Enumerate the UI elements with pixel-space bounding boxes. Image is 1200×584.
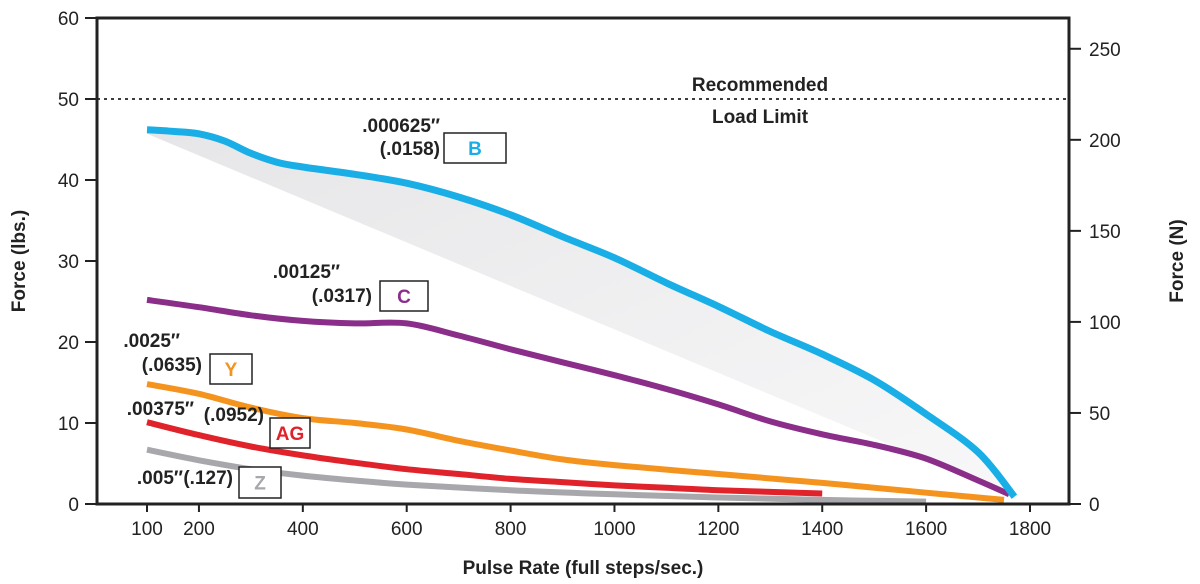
y2-tick-label: 100 bbox=[1089, 313, 1121, 334]
series-layer bbox=[146, 126, 1018, 505]
series-line-c bbox=[146, 296, 1011, 498]
y-tick-label: 20 bbox=[58, 333, 79, 354]
y2-tick-label: 150 bbox=[1089, 222, 1121, 243]
y2-tick-label: 0 bbox=[1089, 495, 1100, 516]
series-badge-text-ag: AG bbox=[276, 424, 305, 445]
x-tick-label: 1800 bbox=[1009, 519, 1051, 540]
series-label-y-in: .0025″ bbox=[123, 331, 180, 352]
series-label-b-mm: (.0158) bbox=[380, 139, 440, 160]
series-label-ag-in: .00375″ bbox=[127, 399, 194, 420]
series-label-z-mm: (.127) bbox=[183, 468, 233, 489]
series-label-ag-mm: (.0952) bbox=[204, 405, 264, 426]
series-label-z-in: .005″ bbox=[137, 468, 183, 489]
load-limit-label-line2: Load Limit bbox=[712, 107, 809, 128]
load-limit-label-line1: Recommended bbox=[692, 75, 828, 96]
y-axis-title: Force (lbs.) bbox=[9, 210, 30, 312]
y2-tick-label: 200 bbox=[1089, 131, 1121, 152]
x-tick-label: 400 bbox=[287, 519, 319, 540]
y-tick-label: 10 bbox=[58, 414, 79, 435]
series-line-y bbox=[146, 381, 1005, 503]
x-tick-label: 1600 bbox=[905, 519, 947, 540]
x-tick-label: 1000 bbox=[593, 519, 635, 540]
tick-labels: 100 200 400 600 800 1000 1200 1400 1600 180001020… bbox=[58, 9, 1121, 540]
y2-axis-title: Force (N) bbox=[1167, 219, 1188, 302]
series-badge-c bbox=[379, 280, 429, 312]
series-label-c-mm: (.0317) bbox=[312, 286, 372, 307]
y-tick-label: 50 bbox=[58, 90, 79, 111]
recommended-load-limit: Recommended Load Limit bbox=[97, 75, 1069, 128]
series-badge-text-c: C bbox=[397, 287, 411, 308]
x-tick-label: 100 bbox=[131, 519, 163, 540]
y-tick-label: 0 bbox=[68, 495, 79, 516]
x-axis-title: Pulse Rate (full steps/sec.) bbox=[463, 558, 704, 579]
y-tick-label: 30 bbox=[58, 252, 79, 273]
x-tick-label: 200 bbox=[183, 519, 215, 540]
shaded-area bbox=[147, 129, 1015, 497]
x-tick-label: 800 bbox=[495, 519, 527, 540]
y2-tick-label: 50 bbox=[1089, 404, 1110, 425]
series-badge-y bbox=[209, 353, 253, 385]
x-tick-label: 1200 bbox=[697, 519, 739, 540]
series-badge-b bbox=[443, 132, 507, 164]
x-tick-label: 1400 bbox=[801, 519, 843, 540]
shaded-band bbox=[147, 129, 1015, 497]
series-label-y-mm: (.0635) bbox=[142, 355, 202, 376]
series-badge-text-b: B bbox=[468, 139, 482, 160]
series-line-ag bbox=[146, 419, 823, 497]
series-badge-ag bbox=[269, 417, 311, 449]
y-tick-label: 40 bbox=[58, 171, 79, 192]
series-badge-z bbox=[238, 466, 282, 499]
x-tick-label: 600 bbox=[391, 519, 423, 540]
series-line-b bbox=[146, 126, 1018, 499]
series-badge-text-z: Z bbox=[254, 474, 266, 495]
y-tick-label: 60 bbox=[58, 9, 79, 30]
y2-tick-label: 250 bbox=[1089, 40, 1121, 61]
series-badge-text-y: Y bbox=[225, 360, 238, 381]
series-labels: .000625″(.0158) B .00125″ (.0317) C .0025″ (.0… bbox=[123, 116, 507, 499]
series-label-c-in: .00125″ bbox=[273, 262, 340, 283]
series-label-b-in: .000625″ bbox=[362, 116, 440, 137]
